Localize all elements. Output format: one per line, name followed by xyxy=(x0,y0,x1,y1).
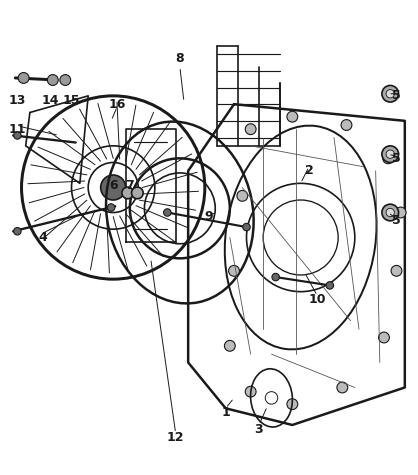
Circle shape xyxy=(391,266,402,276)
Circle shape xyxy=(386,209,395,217)
Text: 2: 2 xyxy=(305,164,314,177)
Circle shape xyxy=(101,175,126,200)
Text: 3: 3 xyxy=(255,423,263,436)
Circle shape xyxy=(245,124,256,134)
Text: 1: 1 xyxy=(221,406,230,419)
Circle shape xyxy=(386,150,395,158)
Circle shape xyxy=(287,111,298,122)
Text: 9: 9 xyxy=(205,210,213,223)
Circle shape xyxy=(47,75,58,86)
Circle shape xyxy=(272,273,279,281)
Circle shape xyxy=(243,223,250,231)
Circle shape xyxy=(14,228,21,235)
Circle shape xyxy=(163,209,171,216)
Circle shape xyxy=(382,146,398,162)
Text: 7: 7 xyxy=(125,179,134,192)
Text: 6: 6 xyxy=(109,179,117,192)
Text: 5: 5 xyxy=(392,214,401,228)
Circle shape xyxy=(382,86,398,102)
Circle shape xyxy=(60,75,71,86)
Circle shape xyxy=(287,399,298,409)
Circle shape xyxy=(386,90,395,98)
Text: 16: 16 xyxy=(109,98,126,111)
Text: 12: 12 xyxy=(167,431,184,444)
Text: 10: 10 xyxy=(308,294,326,306)
Circle shape xyxy=(229,266,240,276)
Circle shape xyxy=(224,341,235,351)
Circle shape xyxy=(18,73,29,83)
Text: 8: 8 xyxy=(176,52,184,65)
Circle shape xyxy=(132,187,143,199)
Circle shape xyxy=(337,382,348,393)
Text: 5: 5 xyxy=(392,152,401,165)
Text: 5: 5 xyxy=(392,89,401,102)
Text: 13: 13 xyxy=(9,94,26,106)
Circle shape xyxy=(379,332,390,343)
Circle shape xyxy=(237,190,248,201)
Circle shape xyxy=(395,207,406,218)
Circle shape xyxy=(245,386,256,397)
Text: 15: 15 xyxy=(63,94,80,106)
Circle shape xyxy=(107,204,115,211)
Circle shape xyxy=(122,187,134,199)
Circle shape xyxy=(382,204,398,221)
Text: 11: 11 xyxy=(9,123,26,136)
Circle shape xyxy=(383,153,394,164)
Circle shape xyxy=(14,132,21,139)
Text: 14: 14 xyxy=(42,94,59,106)
Circle shape xyxy=(326,282,334,289)
Circle shape xyxy=(341,120,352,131)
Text: 4: 4 xyxy=(38,231,47,244)
